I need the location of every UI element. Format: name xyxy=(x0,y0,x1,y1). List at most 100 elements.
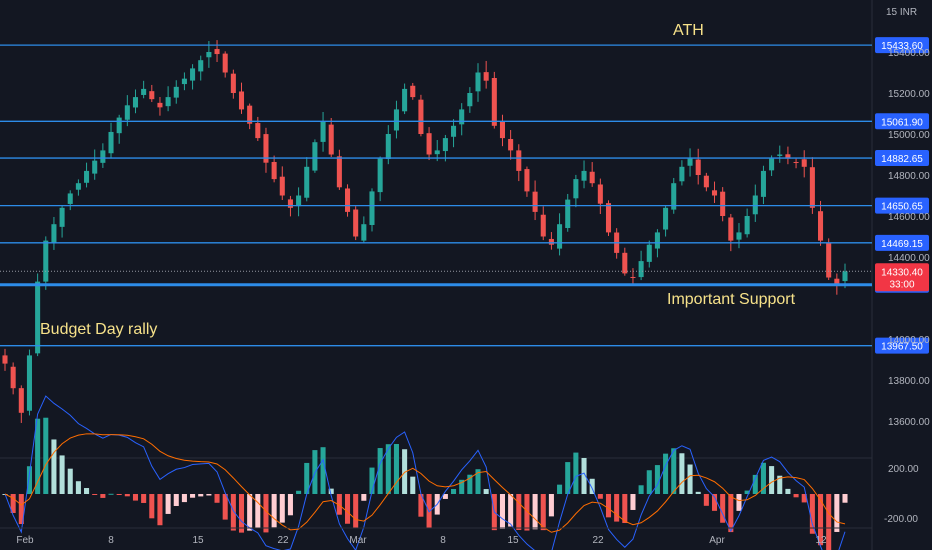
candle-body xyxy=(247,105,253,124)
candle-body xyxy=(622,252,628,274)
candle-body xyxy=(646,244,652,262)
macd-bar xyxy=(711,494,718,511)
price-tick-label: 15400.00 xyxy=(888,48,930,59)
time-tick-label: Feb xyxy=(16,535,34,546)
candle-body xyxy=(418,99,424,134)
candle-body xyxy=(2,355,8,364)
candles xyxy=(2,40,848,423)
macd-bar xyxy=(361,494,367,501)
candle-body xyxy=(361,224,367,241)
annotation-budget-day-rally: Budget Day rally xyxy=(40,321,158,338)
candle-body xyxy=(516,150,522,171)
macd-bar xyxy=(834,494,840,532)
macd-bar xyxy=(622,494,628,524)
candle-body xyxy=(214,49,220,55)
grid-lines xyxy=(0,0,873,550)
candle-body xyxy=(630,277,636,279)
macd-bar xyxy=(328,488,334,494)
macd-bar xyxy=(230,494,236,531)
macd-bar xyxy=(744,490,750,494)
macd-bar xyxy=(304,462,310,494)
macd-bar xyxy=(100,494,106,498)
macd-panel: 200.00 -200.00 xyxy=(2,395,919,550)
macd-bar xyxy=(173,494,179,506)
candle-body xyxy=(663,207,669,230)
macd-bar xyxy=(532,494,538,530)
candle-body xyxy=(793,161,799,163)
macd-bar xyxy=(565,462,571,494)
candle-body xyxy=(84,170,90,183)
candle-body xyxy=(475,72,481,92)
level-tag-4 xyxy=(875,234,929,251)
macd-bar xyxy=(190,494,196,498)
macd-bar xyxy=(516,494,522,530)
macd-bar xyxy=(116,494,122,495)
macd-bar xyxy=(687,464,693,494)
macd-bar xyxy=(809,494,815,534)
candle-body xyxy=(271,161,277,180)
macd-bar xyxy=(410,476,416,494)
candle-body xyxy=(597,184,603,204)
macd-bar xyxy=(785,488,791,494)
candle-body xyxy=(344,188,351,212)
candle-body xyxy=(26,355,32,411)
time-tick-label: 8 xyxy=(440,535,446,546)
macd-bar xyxy=(149,494,155,519)
time-tick-label: 22 xyxy=(277,535,289,546)
macd-bar xyxy=(605,494,612,518)
macd-bar xyxy=(263,494,269,533)
candle-body xyxy=(801,159,807,167)
macd-bar xyxy=(679,453,685,494)
candle-body xyxy=(287,199,293,208)
time-tick-label: 22 xyxy=(592,535,604,546)
macd-bar xyxy=(393,444,399,494)
macd-tick-bottom: -200.00 xyxy=(884,514,918,525)
time-tick-label: Apr xyxy=(709,535,725,546)
macd-bar xyxy=(336,494,342,515)
macd-bar xyxy=(157,494,163,526)
macd-bar xyxy=(451,488,457,494)
candle-body xyxy=(385,134,391,159)
candle-body xyxy=(540,214,546,237)
candle-body xyxy=(141,88,147,95)
candle-body xyxy=(834,278,840,284)
price-tick-label: 15200.00 xyxy=(888,89,930,100)
candle-body xyxy=(157,102,163,108)
macd-bar xyxy=(548,494,554,517)
macd-bar xyxy=(540,494,546,531)
candle-body xyxy=(752,195,758,215)
macd-bar xyxy=(51,439,57,494)
price-tick-label: 14600.00 xyxy=(888,212,930,223)
candle-body xyxy=(703,175,709,188)
macd-bar xyxy=(475,469,481,494)
candle-body xyxy=(320,121,326,142)
macd-bar xyxy=(247,494,253,531)
candle-body xyxy=(51,224,57,244)
macd-bar xyxy=(132,494,139,501)
candle-body xyxy=(532,191,538,212)
macd-bar xyxy=(238,494,245,533)
price-tick-label: 14000.00 xyxy=(888,335,930,346)
price-axis-unit: 15 INR xyxy=(886,7,917,18)
candle-body xyxy=(809,167,815,208)
support-resistance-levels: 15433.60 15061.90 14882.65 14650.65 14469.15… xyxy=(0,37,929,354)
candle-body xyxy=(467,93,473,107)
candle-body xyxy=(426,133,432,155)
candle-body xyxy=(565,199,571,229)
candle-body xyxy=(491,77,497,126)
last-price-label: 14330.40 xyxy=(881,267,923,278)
macd-bar xyxy=(59,455,65,494)
price-tick-label: 13600.00 xyxy=(888,417,930,428)
candle-body xyxy=(785,154,791,159)
macd-bar xyxy=(573,452,579,494)
macd-bar xyxy=(271,494,277,528)
level-label-2: 14882.65 xyxy=(881,154,923,165)
candle-body xyxy=(165,97,171,107)
macd-bar xyxy=(818,494,824,546)
time-tick-label: Mar xyxy=(349,535,367,546)
macd-bar xyxy=(353,494,359,529)
candle-body xyxy=(222,53,228,73)
candle-body xyxy=(59,207,65,227)
candle-body xyxy=(654,232,660,249)
